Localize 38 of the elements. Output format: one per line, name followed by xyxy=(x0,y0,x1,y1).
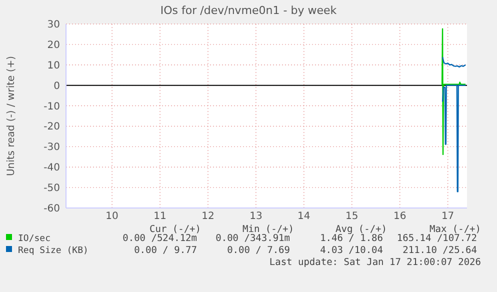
chart-title: IOs for /dev/nvme0n1 - by week xyxy=(160,4,338,17)
y-tick-label: -30 xyxy=(44,142,60,154)
y-tick-label: 0 xyxy=(54,80,60,92)
x-tick-label: 13 xyxy=(250,211,262,222)
line-series xyxy=(441,28,466,156)
text: 0.00 /343.91m xyxy=(216,233,290,244)
text: 165.14 /107.72 xyxy=(396,233,477,244)
x-tick-label: 10 xyxy=(106,211,118,222)
text: 211.10 /25.64 xyxy=(402,245,478,256)
y-tick-label: 30 xyxy=(47,20,60,30)
y-tick-label: -10 xyxy=(44,101,60,112)
text: 0.00 /524.12m xyxy=(122,233,198,244)
x-tick-label: 17 xyxy=(441,211,454,222)
text: 0.00 / 7.69 xyxy=(227,245,290,256)
y-tick-label: -20 xyxy=(44,122,60,133)
y-tick-label: -60 xyxy=(44,204,60,214)
y-tick-label: -50 xyxy=(44,183,60,194)
x-tick-label: 16 xyxy=(393,211,406,222)
legend-label: IO/sec xyxy=(18,234,51,244)
y-tick-label: 20 xyxy=(47,40,60,51)
text: 1.46 / 1.86 xyxy=(320,233,384,244)
line-series xyxy=(442,84,466,192)
y-tick-label: 10 xyxy=(47,60,60,72)
text: 4.03 /10.04 xyxy=(320,245,384,256)
text: Avg (-/+) xyxy=(336,224,387,235)
text: Max (-/+) xyxy=(430,224,481,235)
x-tick-label: 11 xyxy=(154,211,166,222)
x-tick-label: 14 xyxy=(298,211,310,222)
text: Min (-/+) xyxy=(242,224,294,235)
y-tick-label: -40 xyxy=(44,162,60,174)
text: 0.00 / 9.77 xyxy=(134,245,197,256)
text: Last update: Sat Jan 17 21:00:07 2026 xyxy=(269,257,482,268)
x-tick-label: 12 xyxy=(202,211,214,222)
y-axis-title: Units read (-) / write (+) xyxy=(6,56,17,176)
text: Cur (-/+) xyxy=(150,224,201,235)
line-series xyxy=(442,56,466,68)
legend-label: Req Size (KB) xyxy=(18,246,88,256)
x-tick-label: 15 xyxy=(346,211,358,222)
